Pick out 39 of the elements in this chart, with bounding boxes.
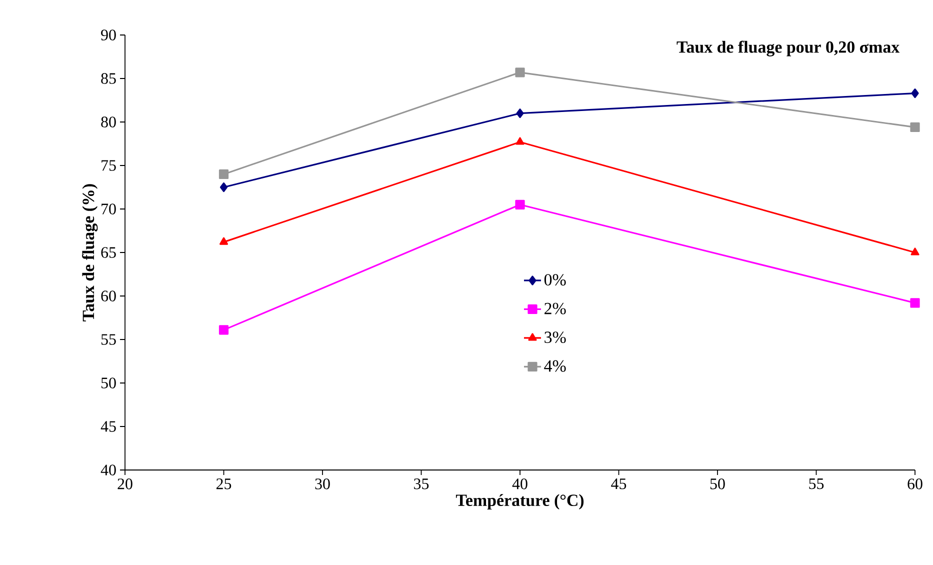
- x-tick-label: 60: [908, 478, 922, 490]
- y-tick-label: 50: [101, 378, 116, 388]
- point: [910, 122, 920, 132]
- x-tick-label: 40: [512, 478, 528, 490]
- point: [910, 248, 920, 256]
- chart-title: Taux de fluage pour 0,20 σmax: [676, 40, 900, 56]
- y-tick-label: 65: [101, 247, 116, 258]
- y-tick-label: 90: [101, 30, 116, 40]
- y-tick-label: 75: [102, 160, 116, 171]
- y-tick-label: 55: [101, 334, 116, 345]
- y-tick-label: 60: [101, 290, 116, 302]
- x-tick-label: 20: [118, 478, 132, 490]
- y-tick-label: 40: [100, 464, 116, 476]
- x-tick-label: 50: [710, 478, 725, 490]
- x-axis-title: Température (°C): [456, 494, 584, 510]
- point: [516, 108, 524, 118]
- x-tick-label: 25: [216, 478, 232, 490]
- x-tick-label: 55: [809, 478, 824, 490]
- point: [910, 298, 920, 308]
- legend-label: 4%: [544, 360, 566, 372]
- legend-label: 0%: [544, 274, 566, 286]
- point: [515, 68, 525, 78]
- point: [220, 182, 228, 192]
- x-tick-label: 30: [315, 478, 330, 490]
- y-axis-title: Taux de fluage (%): [82, 184, 98, 322]
- point: [515, 200, 525, 210]
- y-tick-label: 45: [100, 421, 116, 432]
- point: [218, 325, 229, 335]
- point: [516, 137, 524, 145]
- point: [911, 88, 919, 98]
- y-tick-label: 70: [102, 204, 116, 214]
- point: [218, 169, 229, 179]
- y-tick-label: 80: [101, 116, 116, 128]
- x-tick-label: 45: [611, 478, 626, 490]
- x-tick-label: 35: [414, 478, 429, 490]
- legend-label: 3%: [544, 332, 566, 344]
- legend-label: 2%: [544, 302, 566, 314]
- y-tick-label: 85: [101, 73, 116, 84]
- point: [219, 237, 228, 245]
